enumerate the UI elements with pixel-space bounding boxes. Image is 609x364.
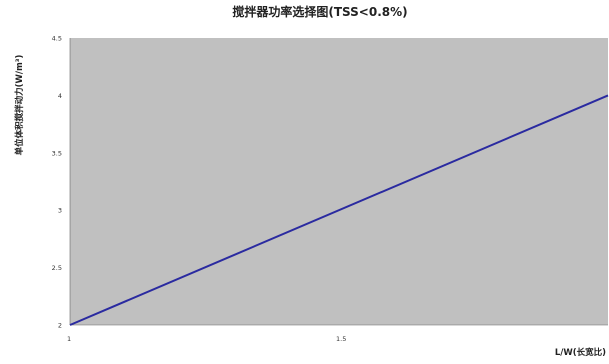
series-line — [69, 94, 609, 326]
series-group — [69, 94, 609, 326]
y-tick-label: 3 — [58, 207, 62, 215]
x-axis-label: L/W(长宽比) — [555, 347, 606, 358]
y-tick-label: 4 — [58, 92, 62, 100]
y-tick-labels: 2 2.5 3 3.5 4 4.5 — [52, 35, 62, 330]
y-tick-label: 4.5 — [52, 35, 62, 43]
x-tick-label: 1 — [67, 335, 71, 343]
x-tick-label: 1.5 — [336, 335, 346, 343]
y-tick-label: 2.5 — [52, 264, 62, 272]
plot-area — [70, 38, 608, 325]
y-tick-label: 3.5 — [52, 149, 62, 157]
y-tick-label: 2 — [58, 322, 62, 330]
x-tick-labels: 1 1.5 — [67, 335, 346, 343]
y-axis-label: 单位体积搅拌动力(W/m³) — [14, 54, 25, 155]
chart-title: 搅拌器功率选择图(TSS<0.8%) — [232, 4, 407, 19]
